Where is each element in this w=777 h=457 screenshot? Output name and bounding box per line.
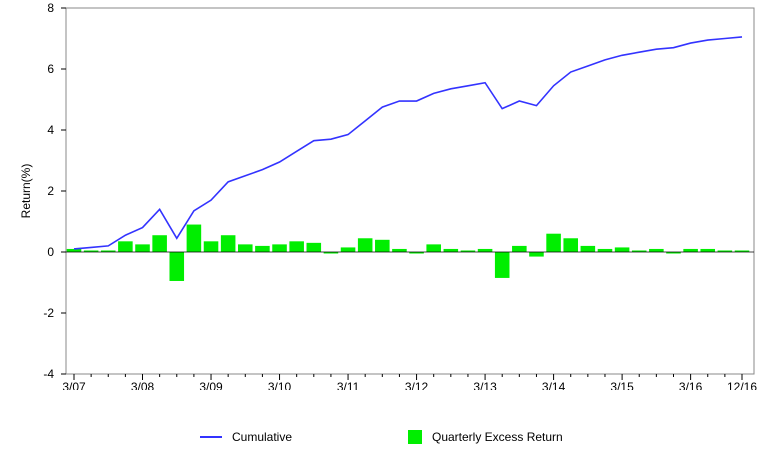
- x-tick-label: 3/14: [542, 380, 566, 390]
- bar-12/10: [323, 252, 339, 254]
- x-tick-label: 3/12: [405, 380, 429, 390]
- x-axis: 3/07 3/08 3/09 3/10 3/11 3/12 3/13 3/14 3/15 3/16…: [62, 374, 757, 390]
- y-tick-label: -2: [43, 306, 54, 320]
- x-tick-label: 3/13: [473, 380, 497, 390]
- bar-6/14: [563, 238, 578, 252]
- x-tick-label: 3/10: [268, 380, 292, 390]
- y-tick-label: 2: [47, 184, 54, 198]
- bar-12/11: [392, 248, 407, 252]
- bar-12/08: [186, 224, 202, 252]
- legend-line-swatch: [200, 436, 222, 438]
- bar-3/15: [614, 247, 630, 252]
- bar-series-quarterly-excess-return: [66, 224, 750, 281]
- bar-3/08: [135, 244, 150, 252]
- legend-box-swatch: [408, 430, 422, 444]
- y-axis: -4 -2 0 2 4 6 8: [43, 1, 66, 381]
- x-tick-label: 12/16: [727, 380, 757, 390]
- legend-item-quarterly-excess-return: Quarterly Excess Return: [408, 430, 563, 444]
- bar-3/11: [340, 247, 356, 252]
- bar-6/12: [426, 244, 441, 252]
- legend-label-quarterly-excess-return: Quarterly Excess Return: [432, 430, 563, 444]
- legend-label-cumulative: Cumulative: [232, 430, 293, 444]
- bar-12/16: [734, 250, 750, 252]
- legend: Cumulative Quarterly Excess Return: [0, 430, 777, 452]
- bar-9/09: [238, 244, 253, 252]
- bar-6/15: [631, 250, 647, 252]
- x-tick-label: 3/16: [679, 380, 703, 390]
- bar-12/13: [529, 252, 544, 257]
- bar-9/12: [443, 248, 459, 252]
- bar-6/10: [289, 241, 304, 252]
- x-tick-label: 3/08: [131, 380, 155, 390]
- bar-9/13: [512, 245, 527, 252]
- legend-item-cumulative: Cumulative: [200, 430, 292, 444]
- bar-12/09: [255, 245, 270, 252]
- bar-3/14: [546, 233, 561, 252]
- bar-3/10: [272, 244, 287, 252]
- bar-9/07: [100, 250, 116, 252]
- bar-6/16: [700, 248, 716, 252]
- bar-3/16: [683, 248, 698, 252]
- y-tick-label: -4: [43, 367, 54, 381]
- y-tick-label: 8: [47, 1, 54, 15]
- bar-3/13: [477, 248, 493, 252]
- bar-6/13: [494, 252, 510, 278]
- bar-3/12: [409, 252, 424, 254]
- bar-12/07: [118, 241, 133, 252]
- bar-9/16: [717, 250, 733, 252]
- x-tick-label: 3/09: [199, 380, 223, 390]
- x-tick-label: 3/15: [610, 380, 634, 390]
- bar-6/08: [152, 235, 167, 252]
- bar-9/08: [169, 252, 185, 281]
- bar-6/11: [357, 238, 373, 252]
- x-tick-label: 3/11: [337, 380, 360, 390]
- bar-12/12: [460, 250, 476, 252]
- bar-12/14: [597, 248, 613, 252]
- bar-6/09: [220, 235, 236, 252]
- bar-9/14: [580, 245, 596, 252]
- y-axis-title: Return(%): [19, 164, 33, 219]
- bar-12/15: [666, 252, 681, 254]
- bar-6/07: [83, 250, 99, 252]
- y-tick-label: 6: [47, 62, 54, 76]
- y-tick-label: 0: [47, 245, 54, 259]
- line-series-cumulative: [73, 36, 743, 250]
- bar-9/15: [649, 248, 664, 252]
- y-tick-label: 4: [47, 123, 54, 137]
- x-tick-label: 3/07: [62, 380, 86, 390]
- bar-3/07: [66, 248, 82, 252]
- plot-area-border: [65, 7, 755, 375]
- bar-3/09: [203, 241, 219, 252]
- bar-9/11: [375, 239, 390, 252]
- bar-9/10: [306, 242, 322, 252]
